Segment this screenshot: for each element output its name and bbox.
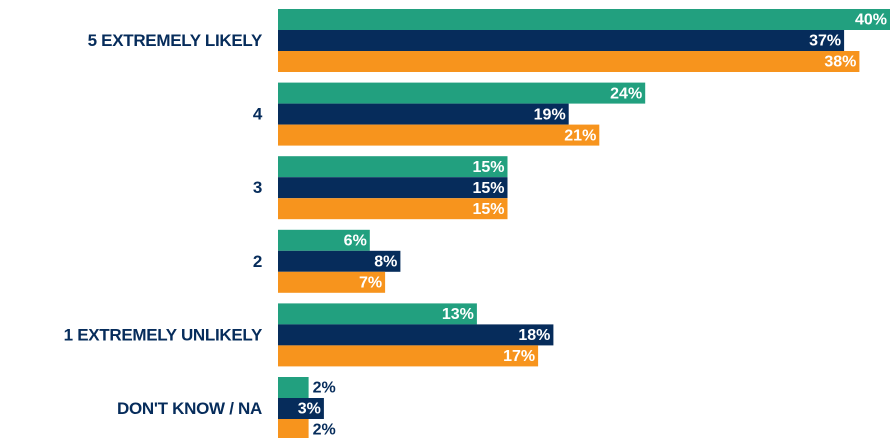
value-label: 24% [610,85,642,102]
value-label: 15% [472,159,504,176]
value-label: 40% [855,12,887,29]
value-label: 19% [534,106,566,123]
value-label: 2% [313,380,336,397]
bar [278,30,845,51]
value-label: 17% [503,348,535,365]
category-label: 3 [253,178,262,197]
bar [278,51,860,72]
value-label: 15% [472,180,504,197]
value-label: 21% [564,127,596,144]
value-label: 2% [313,422,336,438]
value-label: 3% [298,401,321,418]
bar [278,324,554,346]
category-label: 2 [253,252,262,271]
value-label: 18% [518,327,550,344]
category-label: 1 EXTREMELY UNLIKELY [64,325,263,344]
value-label: 38% [824,54,856,71]
category-label: 5 EXTREMELY LIKELY [88,31,263,50]
value-label: 37% [809,33,841,50]
bar [278,250,401,272]
bar [278,103,569,125]
value-label: 6% [344,233,367,250]
bar [278,156,508,178]
value-label: 13% [442,306,474,323]
bar [278,398,324,419]
bar [278,303,477,325]
bar [278,229,370,251]
bar [278,377,309,398]
value-label: 7% [359,275,382,292]
category-label: 4 [253,105,263,124]
bar [278,177,508,199]
bar [278,9,890,30]
value-label: 8% [374,254,397,271]
bar [278,419,309,438]
bar [278,271,386,293]
bar [278,124,600,146]
value-label: 15% [472,201,504,218]
bar [278,82,646,104]
bar [278,198,508,220]
bar [278,345,539,367]
category-label: DON'T KNOW / NA [117,399,262,418]
